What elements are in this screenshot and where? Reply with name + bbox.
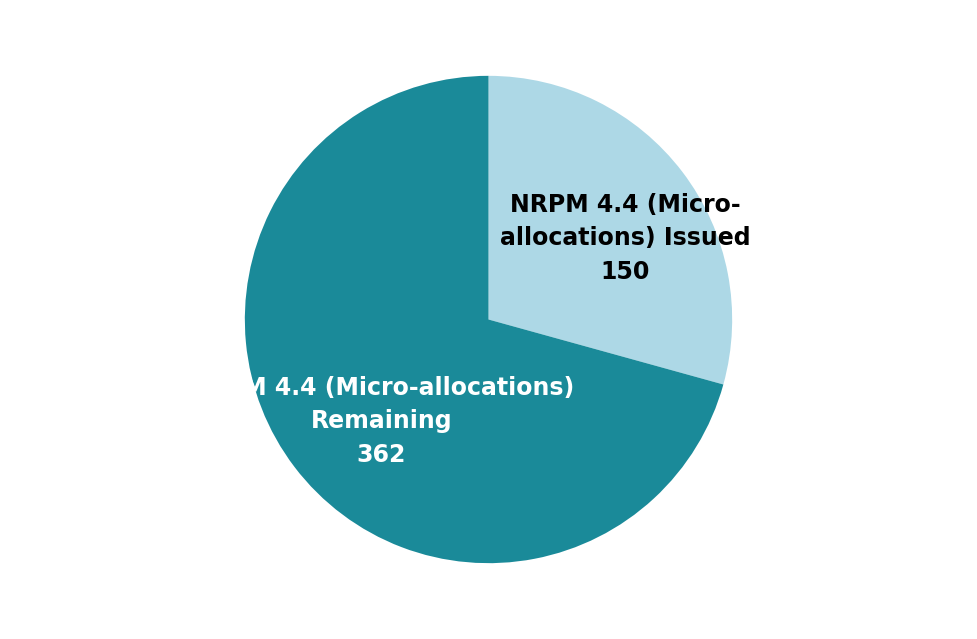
Text: NRPM 4.4 (Micro-
allocations) Issued
150: NRPM 4.4 (Micro- allocations) Issued 150 [500,193,750,284]
Text: NRPM 4.4 (Micro-allocations)
Remaining
362: NRPM 4.4 (Micro-allocations) Remaining 3… [189,376,574,466]
Wedge shape [245,76,723,563]
Wedge shape [488,76,732,385]
